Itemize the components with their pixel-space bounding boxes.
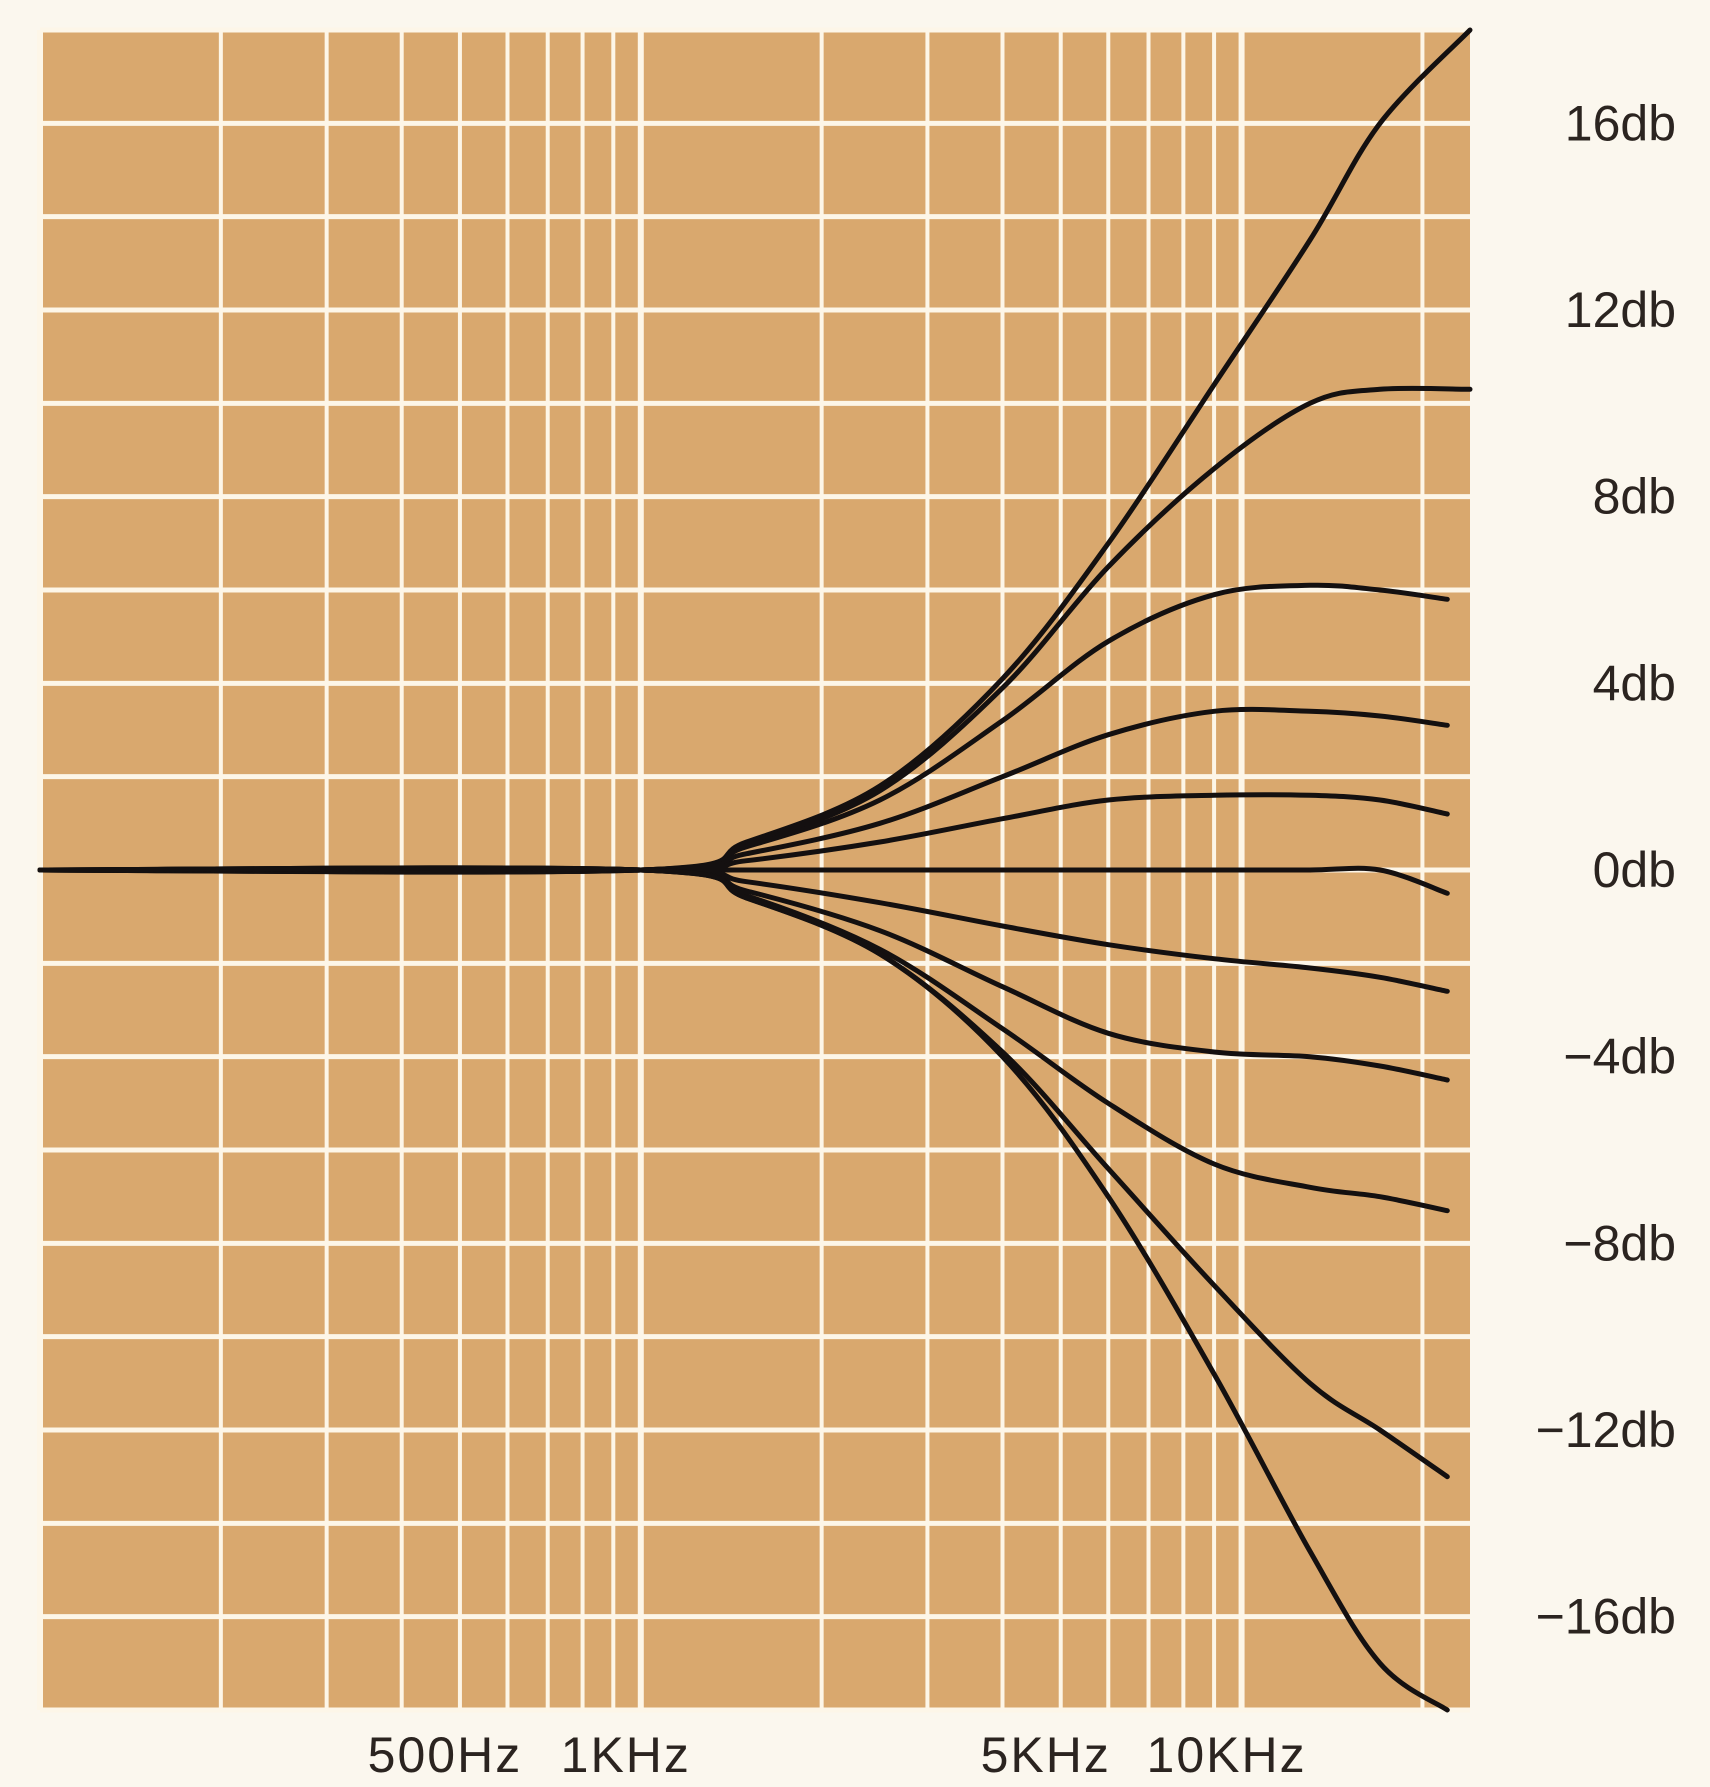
y-tick-label: 0db	[1593, 842, 1676, 898]
y-axis-tick-labels: 16db 12db 8db 4db 0db −4db −8db −12db −16db	[1536, 95, 1676, 1644]
x-tick-label: 500Hz	[368, 1727, 523, 1783]
series-line-11	[37, 865, 1450, 1713]
y-tick-label: −12db	[1536, 1402, 1676, 1458]
y-tick-label: −8db	[1563, 1215, 1676, 1271]
x-tick-label: 5KHz	[981, 1727, 1111, 1783]
y-tick-label: 4db	[1593, 655, 1676, 711]
response-curves	[37, 27, 1473, 1713]
y-tick-label: 12db	[1565, 282, 1676, 338]
x-axis-tick-labels: 500Hz 1KHz 5KHz 10KHz	[368, 1727, 1307, 1783]
y-tick-label: −4db	[1563, 1029, 1676, 1085]
x-tick-label: 10KHz	[1147, 1727, 1307, 1783]
y-tick-label: 16db	[1565, 95, 1676, 151]
x-tick-label: 1KHz	[561, 1727, 691, 1783]
y-tick-label: 8db	[1593, 469, 1676, 525]
y-tick-label: −16db	[1536, 1589, 1676, 1645]
